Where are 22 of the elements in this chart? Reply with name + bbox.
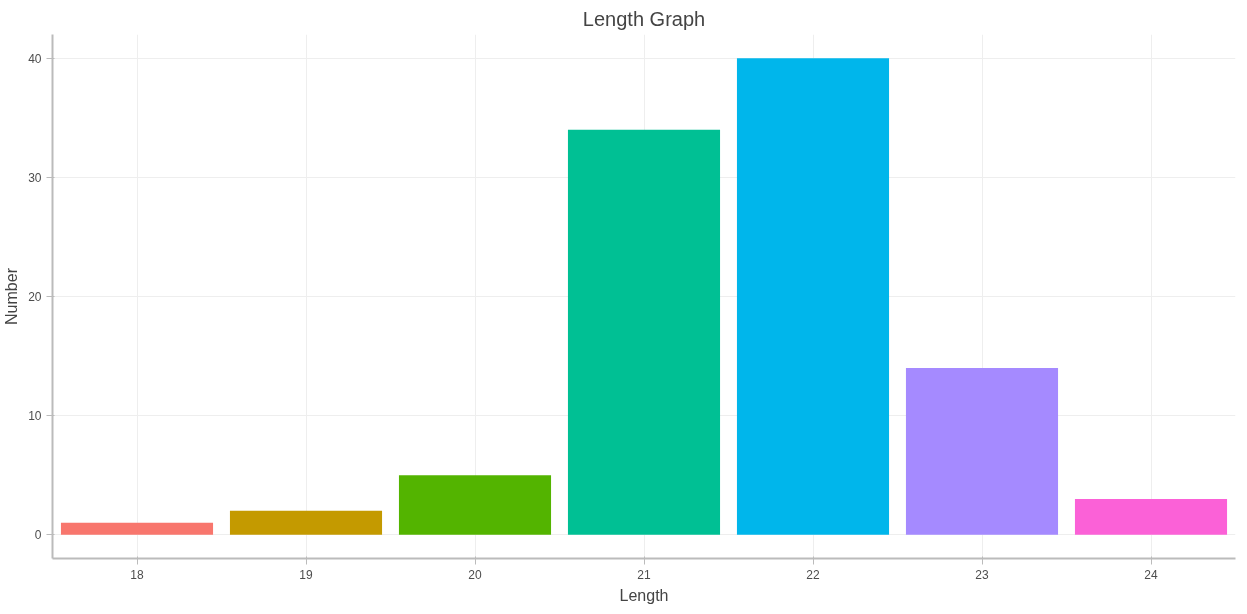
- y-tick-label: 20: [28, 290, 42, 304]
- x-tick-label: 24: [1144, 567, 1158, 582]
- y-tick-label: 40: [28, 51, 42, 66]
- chart-title: Length Graph: [582, 7, 706, 30]
- x-tick-label: 18: [130, 567, 144, 582]
- bar: [398, 475, 552, 535]
- x-tick-label: 20: [468, 567, 482, 582]
- bar: [567, 129, 721, 535]
- bar: [1074, 498, 1228, 535]
- y-tick-label: 30: [28, 170, 42, 185]
- bar: [60, 522, 214, 535]
- x-axis-title: Length: [619, 586, 669, 604]
- y-tick-label: 10: [28, 409, 42, 424]
- x-tick-label: 19: [299, 567, 313, 582]
- x-tick-label: 23: [975, 567, 989, 582]
- x-tick-label: 21: [637, 567, 651, 582]
- bar: [736, 58, 890, 535]
- x-tick-label: 22: [806, 567, 820, 582]
- bar: [229, 510, 383, 535]
- bar: [905, 367, 1059, 535]
- y-axis-title: Number: [3, 267, 21, 325]
- y-tick-label: 0: [34, 528, 42, 543]
